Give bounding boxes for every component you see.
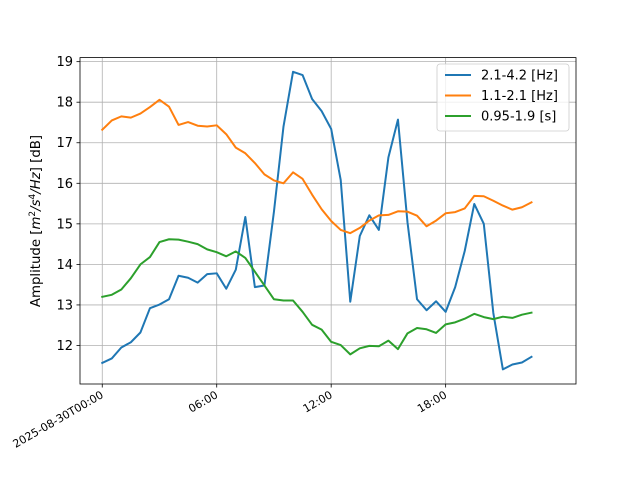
y-tick-label: 15 bbox=[56, 217, 73, 232]
legend: 2.1-4.2 [Hz] 1.1-2.1 [Hz] 0.95-1.9 [s] bbox=[436, 63, 570, 132]
y-axis-label-part: / bbox=[29, 205, 44, 212]
y-axis: 12 13 14 15 16 17 18 19 bbox=[56, 55, 80, 354]
legend-box bbox=[436, 63, 570, 132]
y-axis-label-part: m bbox=[29, 217, 44, 230]
y-tick-label: 14 bbox=[56, 258, 73, 273]
series-line-1 bbox=[100, 70, 533, 371]
y-tick-label: 18 bbox=[56, 96, 73, 111]
y-axis-label-part: Hz bbox=[29, 171, 44, 189]
legend-label-1: 2.1-4.2 [Hz] bbox=[481, 69, 558, 84]
y-tick-label: 17 bbox=[56, 136, 73, 151]
y-axis-label-part: 2 bbox=[28, 211, 38, 217]
y-axis-label-part: s bbox=[29, 199, 44, 206]
y-tick-label: 19 bbox=[56, 55, 73, 70]
y-axis-label-part: / bbox=[29, 188, 44, 195]
y-axis-label-part: 4 bbox=[28, 193, 38, 199]
y-tick-label: 12 bbox=[56, 339, 73, 354]
plot-frame bbox=[79, 57, 577, 385]
y-axis-label-part: ] [dB] bbox=[29, 135, 44, 172]
series-line-2 bbox=[100, 98, 533, 235]
y-tick-label: 13 bbox=[56, 298, 73, 313]
y-tick-label: 16 bbox=[56, 177, 73, 192]
series-line-3 bbox=[101, 238, 533, 356]
legend-label-2: 1.1-2.1 [Hz] bbox=[481, 89, 558, 104]
legend-label-3: 0.95-1.9 [s] bbox=[481, 110, 556, 125]
plot-lines bbox=[100, 70, 533, 371]
y-axis-label: Amplitude [m2/s4/Hz] [dB] bbox=[28, 135, 44, 307]
y-axis-label-part: Amplitude [ bbox=[29, 230, 44, 308]
